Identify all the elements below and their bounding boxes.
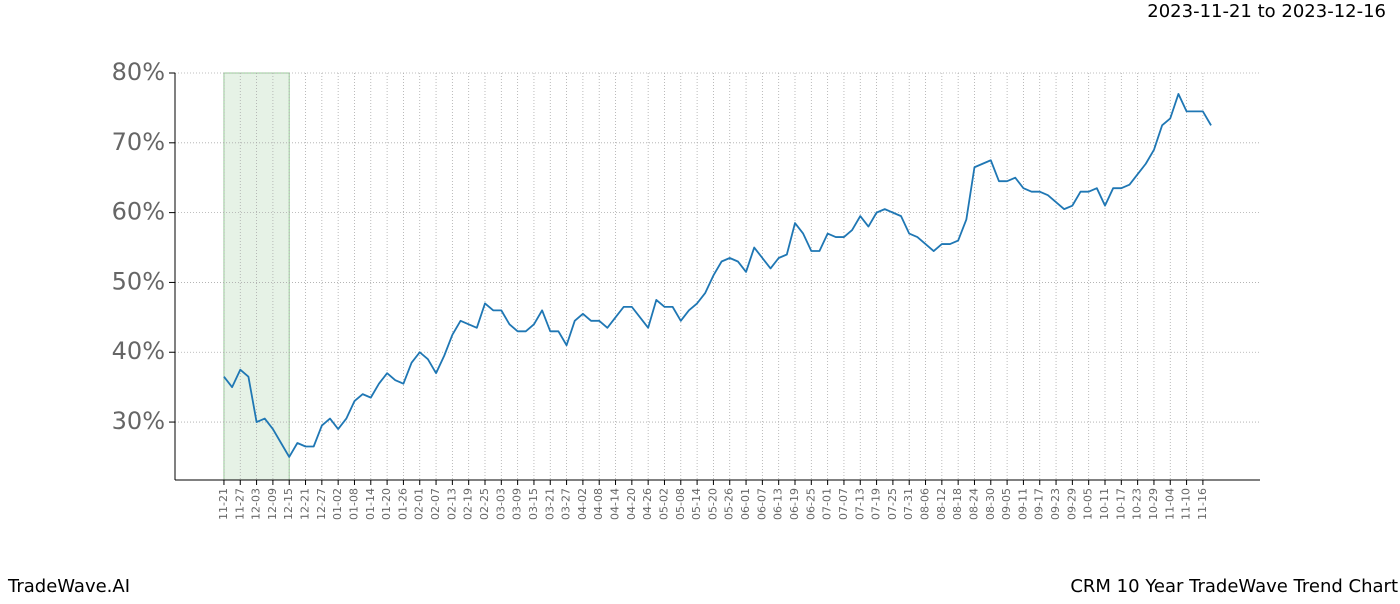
x-tick-label: 10-17	[1114, 488, 1127, 520]
x-tick-label: 07-07	[837, 488, 850, 520]
x-tick-label: 02-13	[445, 488, 458, 520]
x-tick-label: 05-26	[723, 488, 736, 520]
x-tick-label: 03-09	[511, 488, 524, 520]
date-range: 2023-11-21 to 2023-12-16	[1147, 1, 1386, 22]
x-tick-label: 12-21	[299, 488, 312, 520]
x-tick-label: 02-19	[462, 488, 475, 520]
x-tick-label: 05-14	[690, 488, 703, 520]
x-tick-label: 04-08	[592, 488, 605, 520]
x-tick-label: 01-20	[380, 488, 393, 520]
x-tick-label: 08-24	[967, 488, 980, 520]
x-tick-label: 11-16	[1196, 488, 1209, 520]
x-tick-label: 06-01	[739, 488, 752, 520]
x-tick-label: 12-27	[315, 488, 328, 520]
x-tick-label: 11-10	[1180, 488, 1193, 520]
x-tick-label: 11-04	[1163, 488, 1176, 520]
x-tick-label: 01-14	[364, 488, 377, 520]
x-tick-label: 05-02	[657, 488, 670, 520]
x-tick-label: 04-14	[609, 488, 622, 520]
y-tick-label: 50%	[112, 267, 165, 295]
footer-title: CRM 10 Year TradeWave Trend Chart	[1070, 576, 1398, 597]
x-tick-label: 09-05	[1000, 488, 1013, 520]
x-tick-label: 06-19	[788, 488, 801, 520]
x-tick-label: 10-11	[1098, 488, 1111, 520]
x-tick-label: 07-31	[902, 488, 915, 520]
y-tick-label: 60%	[112, 198, 165, 226]
y-tick-label: 70%	[112, 128, 165, 156]
x-tick-label: 07-25	[886, 488, 899, 520]
x-tick-label: 07-13	[853, 488, 866, 520]
x-tick-label: 12-15	[282, 488, 295, 520]
x-tick-label: 05-08	[674, 488, 687, 520]
x-tick-label: 12-09	[266, 488, 279, 520]
x-tick-label: 04-02	[576, 488, 589, 520]
x-tick-label: 07-19	[870, 488, 883, 520]
x-tick-label: 08-18	[951, 488, 964, 520]
x-tick-label: 09-17	[1033, 488, 1046, 520]
x-tick-label: 06-25	[804, 488, 817, 520]
x-tick-label: 08-12	[935, 488, 948, 520]
x-tick-label: 10-29	[1147, 488, 1160, 520]
x-tick-label: 05-20	[706, 488, 719, 520]
y-tick-label: 30%	[112, 407, 165, 435]
x-tick-label: 09-29	[1065, 488, 1078, 520]
footer-brand: TradeWave.AI	[7, 576, 130, 597]
x-tick-label: 02-07	[429, 488, 442, 520]
x-tick-label: 08-30	[984, 488, 997, 520]
x-tick-label: 10-23	[1131, 488, 1144, 520]
y-tick-label: 80%	[112, 58, 165, 86]
x-tick-label: 03-03	[494, 488, 507, 520]
x-tick-label: 03-15	[527, 488, 540, 520]
x-tick-label: 01-02	[331, 488, 344, 520]
x-tick-label: 08-06	[919, 488, 932, 520]
x-tick-label: 11-21	[217, 488, 230, 520]
x-tick-label: 02-25	[478, 488, 491, 520]
x-tick-label: 09-23	[1049, 488, 1062, 520]
x-tick-label: 03-21	[543, 488, 556, 520]
x-tick-label: 06-13	[772, 488, 785, 520]
x-tick-label: 12-03	[250, 488, 263, 520]
x-tick-label: 10-05	[1082, 488, 1095, 520]
x-tick-label: 09-11	[1016, 488, 1029, 520]
x-tick-label: 04-26	[641, 488, 654, 520]
x-tick-label: 01-08	[347, 488, 360, 520]
x-tick-label: 01-26	[396, 488, 409, 520]
x-tick-label: 03-27	[560, 488, 573, 520]
x-tick-label: 07-01	[821, 488, 834, 520]
x-tick-label: 11-27	[233, 488, 246, 520]
x-tick-label: 06-07	[755, 488, 768, 520]
x-tick-label: 04-20	[625, 488, 638, 520]
x-tick-label: 02-01	[413, 488, 426, 520]
series-line	[223, 93, 1212, 458]
y-tick-label: 40%	[112, 337, 165, 365]
